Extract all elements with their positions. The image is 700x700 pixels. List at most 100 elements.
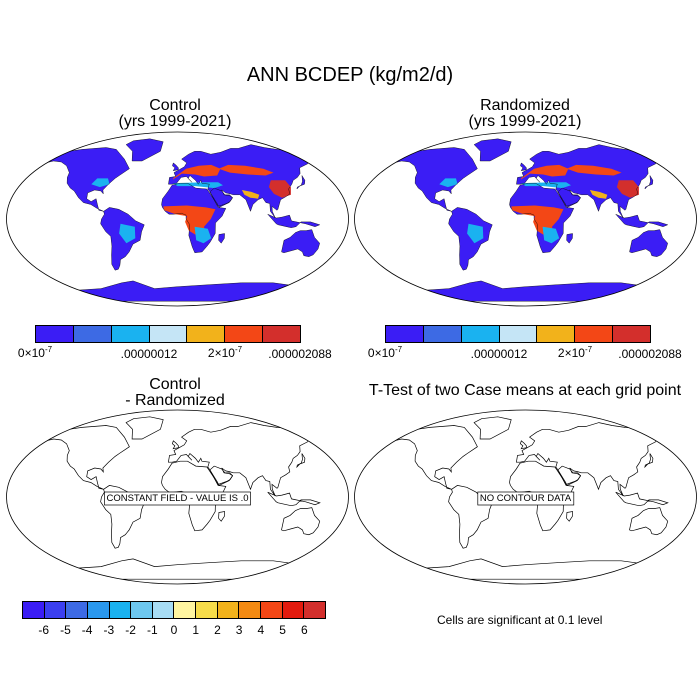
map-randomized-land-eurasia (516, 144, 671, 218)
panel-title-diff: Control - Randomized (60, 377, 290, 409)
colorbar-diff-swatch-0 (23, 602, 45, 618)
colorbar-randomized-swatch-4 (537, 326, 576, 342)
colorbar-diff-swatch-3 (87, 602, 110, 618)
map-ttest-land-indonesia (615, 491, 669, 507)
map-control-coastline (296, 175, 306, 190)
colorbar-randomized-label-2: 2×10-7 (557, 345, 593, 360)
panel-title-ttest: T-Test of two Case means at each grid po… (350, 383, 700, 399)
map-control-frame (6, 131, 349, 307)
colorbar-control-swatch-2 (111, 326, 150, 342)
map-randomized-coastline (644, 175, 654, 190)
map-ttest-message-box (477, 491, 575, 506)
colorbar-diff-swatch-5 (131, 602, 153, 618)
map-ttest-land-australia (629, 507, 669, 536)
map-ttest: NO CONTOUR DATA (354, 409, 697, 585)
map-diff-land-africa (161, 460, 227, 532)
map-control-deposition-region (268, 180, 291, 198)
map-diff-land-arabia-fill (209, 465, 234, 485)
colorbar-diff-swatch-2 (66, 602, 88, 618)
colorbar-diff-tick: -2 (125, 623, 136, 637)
map-ttest-land-uk (519, 440, 527, 450)
colorbar-control-label-2: 2×10-7 (207, 345, 243, 360)
colorbar-randomized-swatch-2 (461, 326, 500, 342)
map-randomized-deposition-region (439, 178, 458, 188)
map-randomized-land-australia (629, 229, 668, 257)
map-randomized-coastline (516, 144, 672, 219)
map-control-deposition-region (119, 223, 136, 244)
colorbar-diff-swatch-13 (304, 602, 325, 618)
map-randomized-land-antarctica (385, 280, 666, 302)
colorbar-control-label-0: 0×10-7 (17, 345, 53, 360)
colorbar-diff-tick: 1 (192, 623, 200, 637)
colorbar-diff-swatch-12 (282, 602, 305, 618)
map-diff-land-uk (171, 440, 179, 450)
map-diff-land-madagascar (218, 511, 225, 522)
map-randomized-land-arabia-fill (557, 188, 581, 207)
colorbar-control-swatch-6 (263, 326, 301, 342)
colorbar-randomized-swatch-6 (613, 326, 651, 342)
map-control-deposition-region (241, 190, 260, 199)
map-randomized-coastline (509, 183, 575, 254)
map-control (6, 131, 349, 307)
map-control-deposition-region (194, 226, 212, 244)
map-control-land-north-america (42, 147, 130, 212)
significance-note: Cells are significant at 0.1 level (437, 613, 603, 627)
map-diff-frame (6, 409, 349, 585)
map-randomized-frame (354, 131, 697, 307)
map-control-coastline (41, 147, 130, 212)
map-control-coastline (172, 162, 179, 171)
control-title-line2: (yrs 1999-2021) (118, 113, 232, 130)
colorbar-control-label-1: .00000012 (120, 347, 178, 361)
map-randomized-coastline (615, 214, 669, 228)
colorbar-control-swatch-3 (149, 326, 188, 342)
colorbar-control-label-3: .000002088 (268, 347, 332, 361)
colorbar-diff-tick: -3 (103, 623, 115, 637)
colorbar-diff-tick: -5 (60, 623, 71, 637)
map-ttest-land-north-america (389, 425, 478, 490)
map-control-land-indonesia (267, 214, 320, 228)
map-control-land-japan (296, 175, 305, 189)
map-ttest-land-japan (644, 453, 654, 469)
map-ttest-land-madagascar (566, 511, 573, 522)
panel-title-randomized: Randomized (yrs 1999-2021) (410, 98, 640, 130)
colorbar-control-swatch-0 (36, 326, 74, 342)
colorbar-diff-swatch-8 (196, 602, 218, 618)
map-randomized-coastline (629, 229, 668, 257)
colorbar-randomized-swatch-1 (423, 326, 462, 342)
map-control-coastline (161, 183, 227, 254)
map-randomized-land-greenland (474, 138, 512, 161)
map-control-deposition-region (173, 182, 223, 189)
map-randomized-deposition-region (616, 180, 639, 198)
map-randomized (354, 131, 697, 307)
map-randomized-coastline (448, 207, 493, 271)
figure-title: ANN BCDEP (kg/m2/d) (246, 64, 454, 86)
colorbar-control (35, 325, 301, 343)
map-control-deposition-region (218, 164, 274, 176)
map-randomized-deposition-region (521, 164, 569, 180)
colorbar-control-swatch-1 (73, 326, 112, 342)
colorbar-diff-tick: 6 (300, 623, 308, 637)
map-control-coastline (125, 138, 164, 162)
map-randomized-coastline (389, 147, 478, 212)
map-diff-land-australia (281, 507, 321, 536)
map-control-land-arabia-fill (209, 188, 233, 207)
map-diff-message-text: CONSTANT FIELD - VALUE IS .0 (106, 493, 248, 504)
colorbar-randomized-label-0: 0×10-7 (367, 345, 403, 360)
map-control-coastline (209, 187, 233, 207)
colorbar-randomized-label-3: .000002088 (618, 347, 682, 361)
map-randomized-coastline (520, 162, 527, 171)
map-diff-land-indonesia (267, 491, 321, 507)
map-control-coastline (100, 207, 145, 271)
control-title-line1: Control (149, 97, 201, 114)
colorbar-randomized (385, 325, 651, 343)
colorbar-randomized-swatch-0 (386, 326, 424, 342)
colorbar-diff-swatch-6 (152, 602, 175, 618)
colorbar-diff-tick: 5 (279, 623, 286, 637)
map-control-land-uk (172, 162, 179, 171)
map-ttest-message-text: NO CONTOUR DATA (480, 493, 572, 504)
colorbar-diff-swatch-11 (261, 602, 283, 618)
map-randomized-deposition-region (589, 190, 608, 199)
diff-title-line1: Control (149, 376, 201, 393)
map-randomized-land-uk (520, 162, 527, 171)
randomized-title-line2: (yrs 1999-2021) (468, 113, 582, 130)
